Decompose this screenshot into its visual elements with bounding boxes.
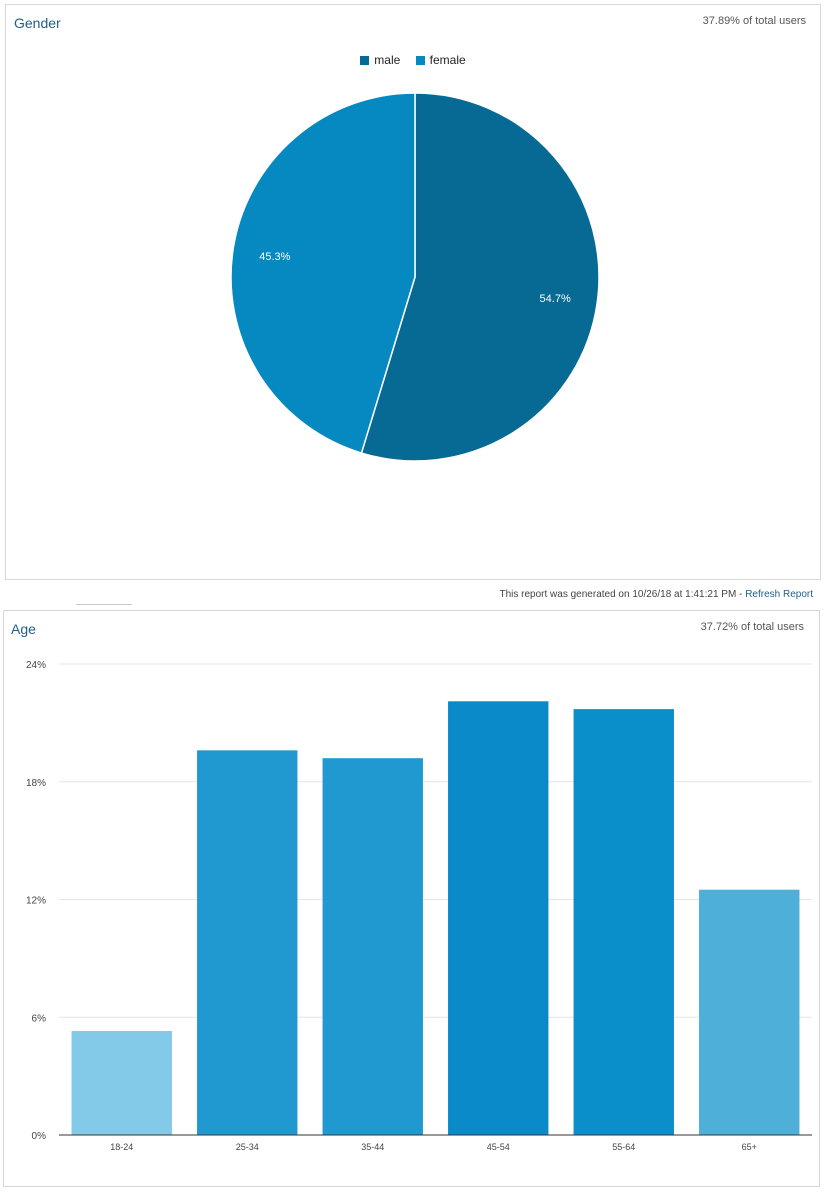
bar-18-24[interactable] — [71, 1030, 172, 1135]
legend-item-female[interactable]: female — [415, 53, 466, 67]
x-tick-label: 45-54 — [487, 1142, 510, 1152]
y-tick-label: 24% — [26, 660, 46, 671]
divider — [76, 604, 132, 605]
gender-share-text: 37.89% of total users — [702, 15, 806, 27]
age-share-text: 37.72% of total users — [700, 621, 804, 633]
y-tick-label: 18% — [26, 778, 46, 789]
pie-label-male: 54.7% — [540, 293, 571, 305]
bar-55-64[interactable] — [573, 709, 674, 1135]
gender-legend: male female — [6, 53, 820, 68]
gender-panel: Gender 37.89% of total users male female… — [5, 4, 821, 580]
legend-label-female: female — [429, 53, 466, 67]
refresh-report-link[interactable]: Refresh Report — [745, 589, 813, 600]
report-footer: This report was generated on 10/26/18 at… — [499, 589, 813, 600]
x-tick-label: 25-34 — [236, 1142, 259, 1152]
legend-swatch-male — [360, 55, 370, 65]
gender-title: Gender — [14, 15, 61, 31]
pie-slice-male[interactable] — [360, 92, 600, 462]
x-tick-label: 55-64 — [612, 1142, 635, 1152]
legend-swatch-female — [415, 55, 425, 65]
age-bar-chart: 0% 6% 12% 18% 24% 18-24 25-34 35-44 45-54 55-64 65… — [26, 660, 812, 1152]
bar-45-54[interactable] — [448, 701, 549, 1135]
y-tick-label: 0% — [32, 1131, 47, 1142]
x-tick-label: 35-44 — [361, 1142, 384, 1152]
gender-pie-chart: 54.7% 45.3% — [230, 92, 600, 462]
legend-label-male: male — [374, 53, 401, 67]
age-panel: Age 37.72% of total users 0% 6% 12% 18% 24% 1… — [3, 610, 820, 1187]
pie-label-female: 45.3% — [259, 251, 290, 263]
y-tick-label: 12% — [26, 896, 46, 907]
pie-slice-female[interactable] — [230, 92, 416, 454]
x-tick-label: 65+ — [742, 1142, 757, 1152]
legend-item-male[interactable]: male — [360, 53, 400, 67]
report-generated-text: This report was generated on 10/26/18 at… — [499, 589, 746, 600]
age-title: Age — [11, 621, 36, 637]
bar-25-34[interactable] — [197, 750, 298, 1135]
x-tick-label: 18-24 — [110, 1142, 133, 1152]
y-tick-label: 6% — [32, 1013, 47, 1024]
bar-35-44[interactable] — [322, 758, 423, 1135]
bar-65+[interactable] — [699, 889, 800, 1135]
